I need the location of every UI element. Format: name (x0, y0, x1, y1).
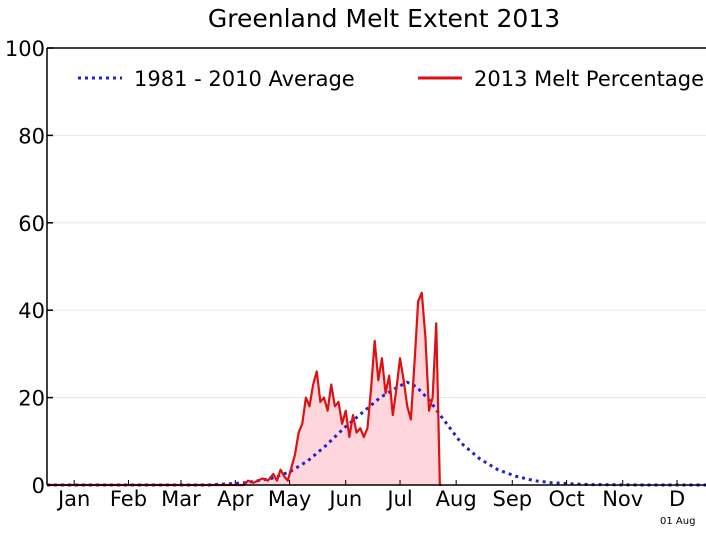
x-tick-label-jul: Jul (385, 487, 412, 511)
legend-label-average: 1981 - 2010 Average (134, 67, 355, 91)
legend: 1981 - 2010 Average 2013 Melt Percentage (78, 67, 704, 91)
series-line-average (47, 380, 706, 487)
x-tick-label-nov: Nov (602, 487, 643, 511)
x-tick-label-aug: Aug (436, 487, 477, 511)
x-tick-label-oct: Oct (548, 487, 584, 511)
y-tick-label-80: 80 (18, 124, 45, 148)
y-tick-label-40: 40 (18, 299, 45, 323)
y-tick-label-60: 60 (18, 212, 45, 236)
y-tick-label-0: 0 (32, 474, 45, 498)
melt-2013-fill (47, 292, 442, 485)
legend-label-2013: 2013 Melt Percentage (474, 67, 704, 91)
series-line-2013 (47, 291, 442, 487)
footnote-date: 01 Aug (660, 516, 695, 527)
x-tick-label-apr: Apr (217, 487, 254, 511)
x-tick-label-sep: Sep (492, 487, 532, 511)
chart-title: Greenland Melt Extent 2013 (208, 4, 560, 33)
x-tick-label-d: D (669, 487, 685, 511)
x-tick-label-jun: Jun (327, 487, 362, 511)
y-axis-ticks: 0 20 40 60 80 100 (5, 37, 53, 498)
x-tick-label-mar: Mar (161, 487, 201, 511)
x-tick-label-jan: Jan (56, 487, 90, 511)
y-tick-label-100: 100 (5, 37, 45, 61)
x-tick-label-may: May (268, 487, 311, 511)
x-axis-ticks: Jan Feb Mar Apr May Jun Jul Aug Sep Oct Nov D (56, 480, 685, 511)
series-lines (47, 291, 706, 487)
y-tick-label-20: 20 (18, 387, 45, 411)
grid-lines (47, 134, 706, 399)
melt-fill-area (47, 292, 442, 485)
x-tick-label-feb: Feb (110, 487, 147, 511)
